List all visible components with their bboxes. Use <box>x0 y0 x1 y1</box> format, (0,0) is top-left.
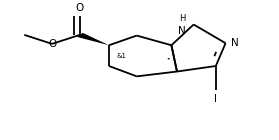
Text: O: O <box>48 39 56 49</box>
Text: &1: &1 <box>117 53 127 59</box>
Text: N: N <box>230 38 238 48</box>
Polygon shape <box>77 33 109 45</box>
Text: H: H <box>179 14 185 23</box>
Text: O: O <box>76 4 84 13</box>
Text: N: N <box>178 26 186 36</box>
Text: I: I <box>214 94 217 104</box>
